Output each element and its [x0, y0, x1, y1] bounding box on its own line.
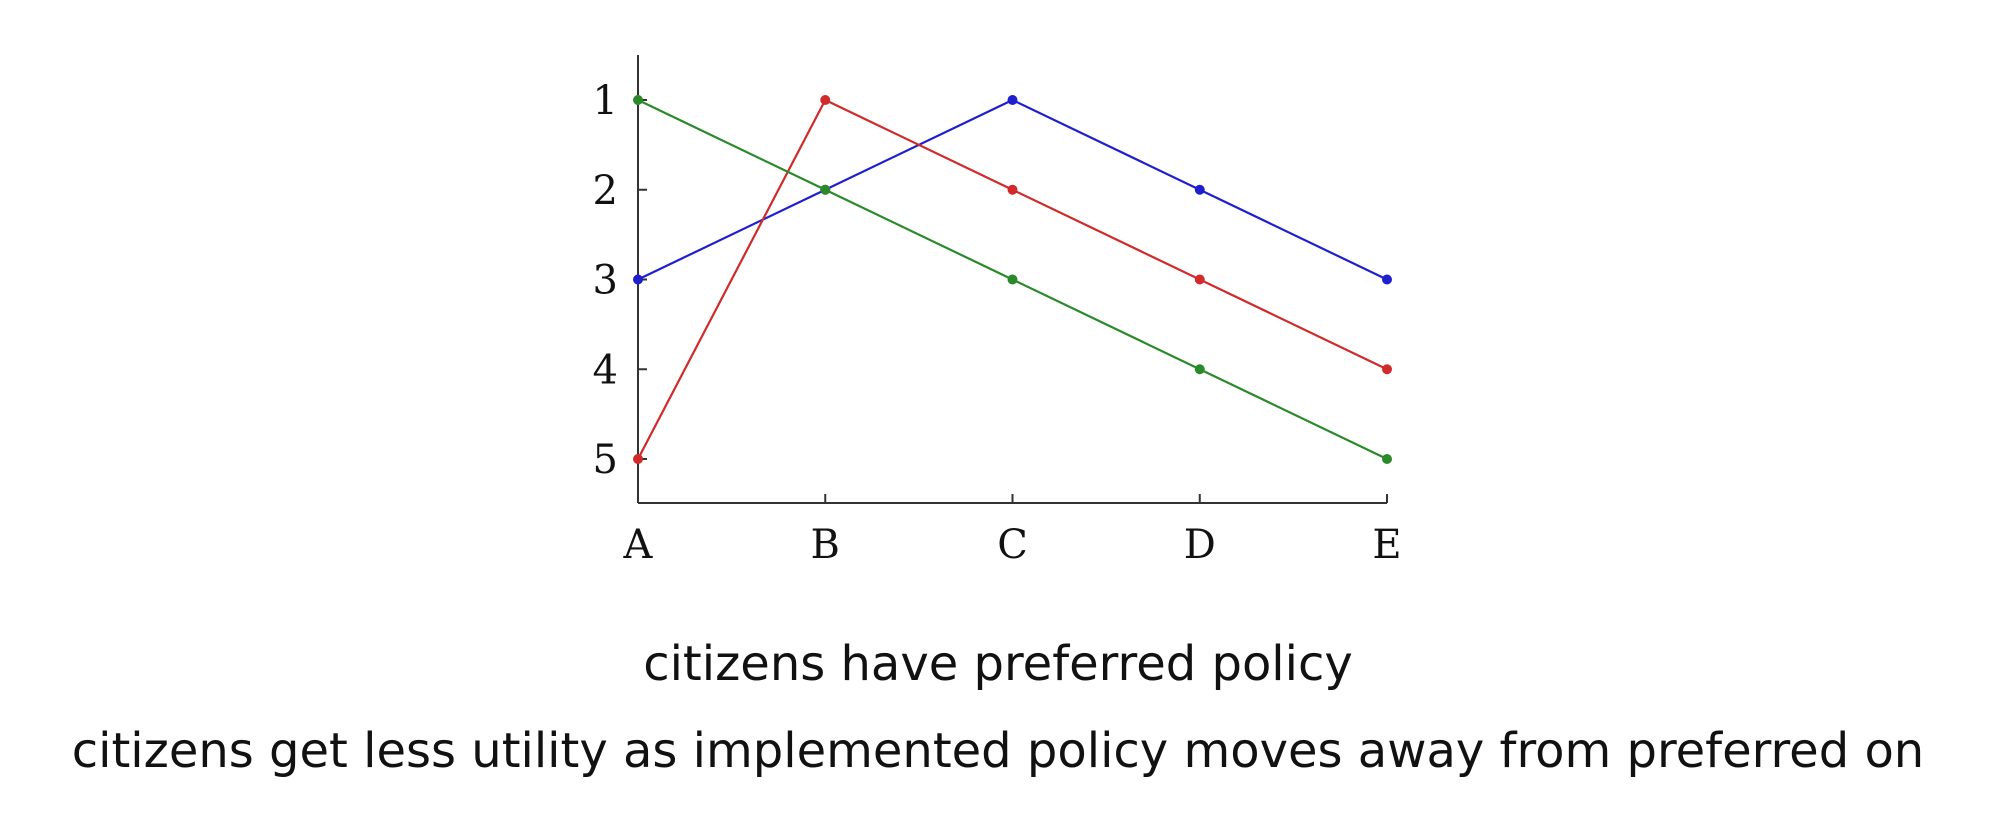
- chart-tick-labels: 1 2 3 4 5A B C D E: [593, 78, 1402, 568]
- y-tick-label: 4: [593, 347, 618, 393]
- data-point: [1194, 274, 1205, 285]
- data-point: [820, 95, 831, 105]
- data-point: [633, 454, 643, 464]
- data-point: [1382, 454, 1392, 464]
- y-tick-label: 1: [593, 78, 618, 124]
- x-tick-label: A: [623, 522, 654, 568]
- data-point: [1194, 184, 1205, 195]
- chart-data-points: [633, 95, 1392, 464]
- data-point: [1382, 274, 1392, 285]
- x-tick-label: E: [1372, 522, 1401, 568]
- data-point: [633, 274, 643, 285]
- data-point: [1194, 364, 1205, 375]
- x-tick-label: C: [997, 522, 1028, 568]
- data-point: [820, 184, 831, 195]
- data-point: [1007, 95, 1018, 105]
- data-point: [633, 95, 643, 105]
- data-point: [1382, 364, 1392, 375]
- y-tick-label: 3: [593, 258, 618, 304]
- y-tick-label: 5: [593, 437, 618, 483]
- x-tick-label: B: [811, 522, 840, 568]
- data-point: [1007, 184, 1018, 195]
- x-tick-label: D: [1184, 522, 1216, 568]
- caption-utility-decline: citizens get less utility as implemented…: [71, 723, 1925, 779]
- y-tick-label: 2: [593, 168, 618, 214]
- data-point: [1007, 274, 1018, 285]
- caption-preferred-policy: citizens have preferred policy: [643, 636, 1353, 692]
- line-chart: 1 2 3 4 5A B C D E: [593, 55, 1402, 568]
